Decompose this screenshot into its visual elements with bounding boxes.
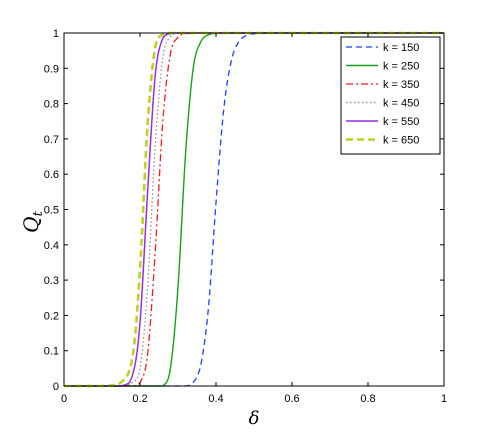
y-tick-label: 0.8 xyxy=(44,99,59,111)
series-line-1 xyxy=(64,32,444,387)
y-tick-label: 0.1 xyxy=(44,346,59,358)
legend-label: k = 350 xyxy=(383,79,419,91)
x-tick-label: 0.8 xyxy=(360,393,375,405)
legend-items: k = 150 k = 250 k = 350 k = 450 k = 550 k = 6… xyxy=(346,42,419,147)
y-tick-label: 0.4 xyxy=(44,240,59,252)
y-tick-label: 1 xyxy=(53,28,59,40)
legend-label: k = 550 xyxy=(383,116,419,128)
legend-box xyxy=(340,36,441,155)
legend: k = 150 k = 250 k = 350 k = 450 k = 550 k = 6… xyxy=(340,36,441,155)
y-tick-label: 0.3 xyxy=(44,275,59,287)
x-tick-label: 0.4 xyxy=(208,393,223,405)
plot-frame xyxy=(63,32,445,387)
tick-layer: 0 0.2 0.4 0.6 0.8 1 0 0.1 0.2 0.3 0.4 0.5 0.6 0.7 0.8 0… xyxy=(44,28,447,405)
y-tick-label: 0.5 xyxy=(44,205,59,217)
x-axis-label: δ xyxy=(249,408,260,429)
x-tick-label: 0 xyxy=(61,393,67,405)
y-tick-label: 0.6 xyxy=(44,169,59,181)
legend-label: k = 150 xyxy=(383,42,419,54)
x-tick-label: 0.6 xyxy=(284,393,299,405)
legend-label: k = 450 xyxy=(383,98,419,110)
x-tick-label: 1 xyxy=(441,393,447,405)
x-tick-label: 0.2 xyxy=(132,393,147,405)
y-tick-label: 0.9 xyxy=(44,63,59,75)
y-axis-label-main: Q xyxy=(19,216,43,232)
y-tick-label: 0 xyxy=(53,381,59,393)
y-axis-label: Qt xyxy=(19,210,46,232)
y-tick-label: 0.7 xyxy=(44,134,59,146)
legend-label: k = 650 xyxy=(383,135,419,147)
legend-label: k = 250 xyxy=(383,61,419,73)
y-tick-label: 0.2 xyxy=(44,310,59,322)
y-axis-label-subscript: t xyxy=(31,210,46,216)
